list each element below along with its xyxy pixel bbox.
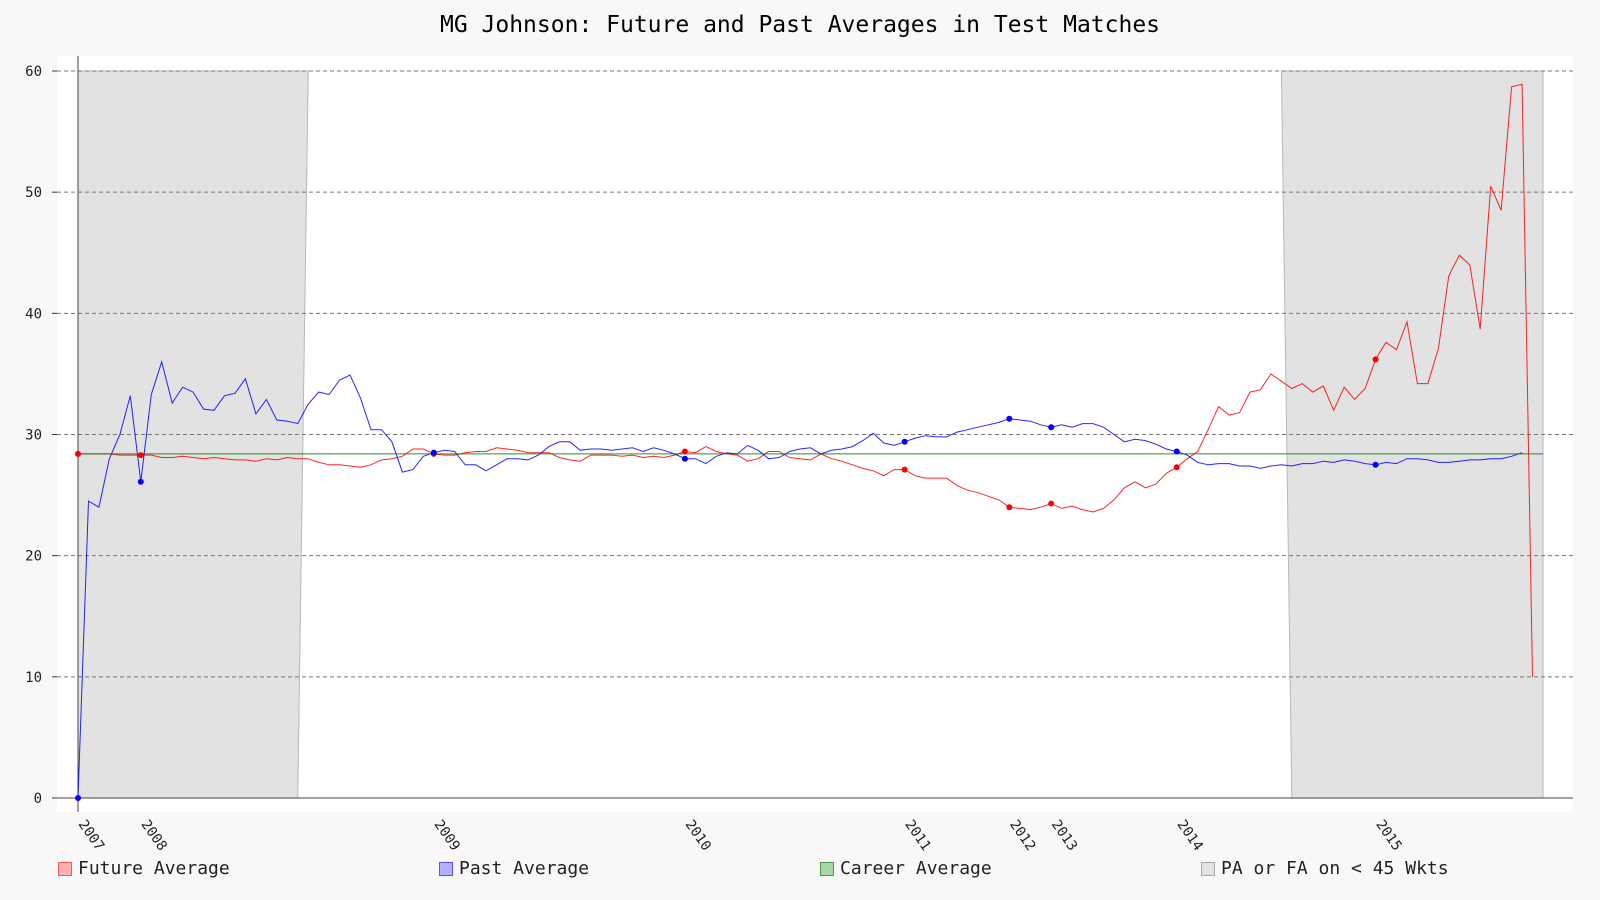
- x-tick-label-2015: 2015: [1372, 817, 1404, 854]
- legend-item-future: Future Average: [58, 858, 230, 879]
- legend-swatch-past: [439, 861, 453, 876]
- series-line-past-average: [77, 359, 1523, 799]
- series-point-past-average-58: [681, 455, 688, 462]
- legend-item-career: Career Average: [820, 858, 992, 879]
- series-point-past-average-124: [1372, 461, 1379, 468]
- series-point-future-average-79: [901, 466, 908, 473]
- series-point-future-average-6: [137, 452, 144, 459]
- legend-item-shade: PA or FA on < 45 Wkts: [1201, 858, 1449, 879]
- legend-swatch-shade: [1201, 861, 1215, 876]
- y-tick-label-20: 20: [25, 549, 42, 565]
- series-point-future-average-105: [1173, 464, 1180, 471]
- axes: [57, 56, 1573, 812]
- x-tick-label-2008: 2008: [138, 817, 170, 854]
- legend-swatch-future: [58, 861, 72, 876]
- series-lines: [77, 83, 1543, 799]
- y-tick-label-50: 50: [25, 185, 42, 201]
- y-tick-label-30: 30: [25, 428, 42, 444]
- legend-item-past: Past Average: [439, 858, 589, 879]
- series-point-past-average-79: [901, 438, 908, 445]
- x-tick-label-2010: 2010: [682, 817, 714, 854]
- y-tick-label-40: 40: [25, 306, 42, 322]
- series-point-future-average-89: [1006, 504, 1013, 511]
- series-point-past-average-6: [137, 478, 144, 485]
- legend-label-future: Future Average: [78, 858, 230, 879]
- series-point-future-average-124: [1372, 356, 1379, 363]
- x-tick-label-2012: 2012: [1006, 817, 1038, 854]
- x-tick-label-2011: 2011: [901, 817, 933, 854]
- gridlines: [52, 70, 1573, 799]
- x-tick-label-2007: 2007: [75, 817, 107, 854]
- legend: Future Average Past Average Career Avera…: [0, 858, 1600, 888]
- y-tick-label-60: 60: [25, 64, 42, 80]
- series-point-past-average-89: [1006, 415, 1013, 422]
- y-tick-label-10: 10: [25, 670, 42, 686]
- series-point-future-average-58: [681, 448, 688, 455]
- series-point-past-average-105: [1173, 448, 1180, 455]
- x-tick-label-2009: 2009: [431, 817, 463, 854]
- x-tick-label-2013: 2013: [1048, 817, 1080, 854]
- series-line-future-average: [78, 83, 1533, 677]
- x-tick-labels: 2007 2008 2009 2010 2011 2012 2013 2014 2015: [75, 817, 1405, 854]
- series-points: [75, 356, 1379, 801]
- legend-swatch-career: [820, 861, 834, 876]
- legend-label-past: Past Average: [459, 858, 590, 879]
- chart-title: MG Johnson: Future and Past Averages in …: [439, 12, 1161, 38]
- y-tick-labels: 0 10 20 30 40 50 60: [25, 64, 42, 807]
- series-point-future-average-0: [75, 450, 81, 457]
- series-point-past-average-93: [1048, 424, 1055, 431]
- series-point-past-average-34: [430, 449, 437, 456]
- series-point-future-average-93: [1048, 500, 1055, 507]
- x-tick-label-2014: 2014: [1173, 817, 1205, 854]
- legend-label-career: Career Average: [840, 858, 992, 879]
- series-point-past-average-0: [75, 795, 81, 801]
- y-tick-label-0: 0: [34, 791, 42, 807]
- legend-label-shade: PA or FA on < 45 Wkts: [1221, 858, 1449, 879]
